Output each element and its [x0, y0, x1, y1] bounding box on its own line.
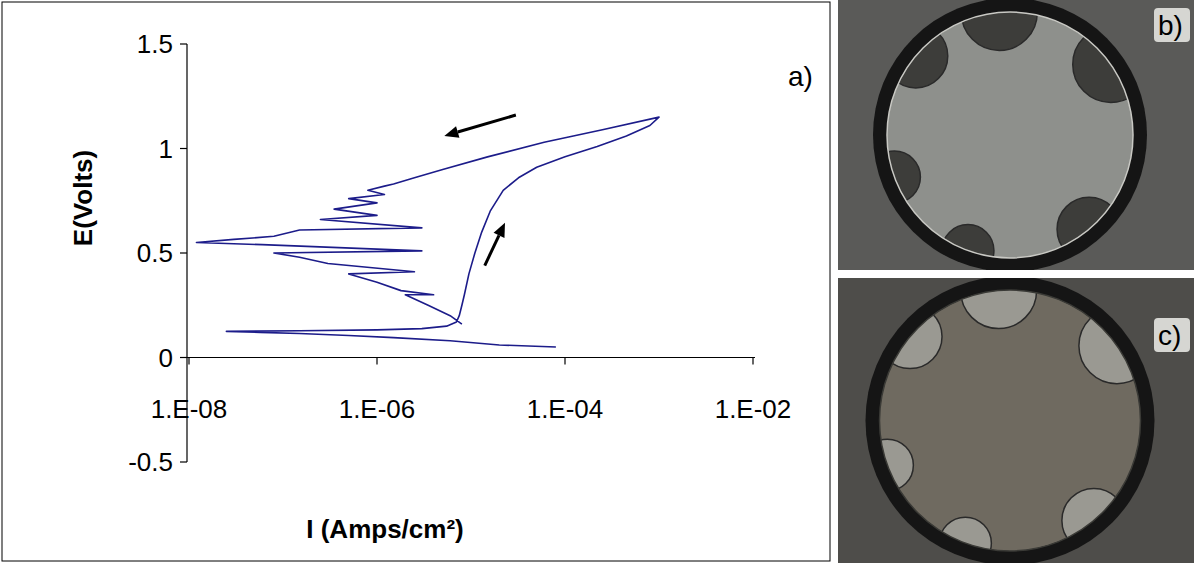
corroded-edge [961, 278, 1037, 328]
scan-arrow-head [444, 126, 459, 138]
figure: -0.5 0 0.5 1 1.5 1.E-08 1.E-06 1.E-04 1.E-02 E(Vo… [0, 0, 1194, 563]
panel-label: c) [1158, 320, 1181, 351]
scan-arrow [485, 235, 499, 265]
y-tick [180, 461, 187, 462]
y-tick-label: 0.5 [137, 238, 173, 268]
corroded-edge [942, 225, 994, 270]
y-tick [180, 148, 187, 149]
y-tick-label: 1 [159, 134, 173, 164]
disc-edge [887, 12, 1133, 258]
sample-photo [838, 278, 1194, 563]
corroded-edge [961, 0, 1037, 50]
panel-label: a) [788, 61, 813, 92]
disc-edge [880, 290, 1141, 551]
scan-arrow [458, 115, 516, 132]
y-tick-label: -0.5 [128, 447, 173, 477]
x-tick [752, 358, 753, 365]
y-axis-title: E(Volts) [68, 150, 98, 246]
corroded-edge [939, 517, 991, 563]
x-tick [188, 358, 189, 365]
label-patch [1154, 318, 1190, 352]
x-tick-label: 1.E-06 [339, 394, 416, 424]
x-tick [376, 358, 377, 365]
sample-disc [861, 278, 1155, 563]
x-tick-label: 1.E-08 [151, 394, 228, 424]
x-axis-title: I (Amps/cm²) [306, 514, 463, 544]
sample-photo [838, 0, 1194, 270]
y-tick-label: 0 [159, 343, 173, 373]
x-tick-label: 1.E-04 [527, 394, 604, 424]
polarization-curve [196, 117, 659, 347]
scan-arrow-head [494, 223, 505, 238]
x-tick [564, 358, 565, 365]
plot-area [196, 117, 659, 347]
panel-label: b) [1158, 10, 1183, 41]
y-tick [180, 252, 187, 253]
y-tick-label: 1.5 [137, 29, 173, 59]
y-tick [180, 357, 187, 358]
x-tick-label: 1.E-02 [715, 394, 792, 424]
sample-disc [868, 0, 1148, 270]
panel-frame [2, 2, 830, 561]
label-patch [1154, 8, 1190, 42]
x-axis-line [187, 357, 755, 358]
y-tick [180, 43, 187, 44]
